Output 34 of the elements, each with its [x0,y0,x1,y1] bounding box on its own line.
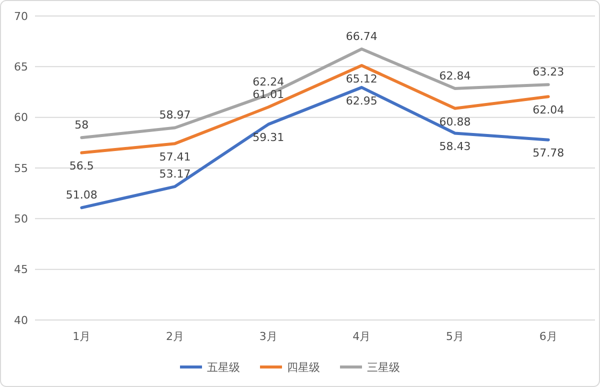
y-tick-label: 50 [14,212,28,226]
legend-label: 四星级 [287,360,320,374]
data-label: 57.78 [532,146,564,160]
data-label: 65.12 [346,72,378,86]
x-tick-label: 3月 [259,330,278,343]
data-label: 62.84 [439,69,471,82]
data-label: 56.5 [69,160,94,173]
y-tick-label: 70 [14,10,28,23]
data-label: 59.31 [252,131,284,144]
x-tick-label: 5月 [446,330,464,343]
x-tick-label: 1月 [72,330,91,343]
data-label: 60.88 [439,115,471,128]
data-label: 66.74 [346,30,378,43]
data-label: 62.24 [252,75,284,88]
legend-label: 三星级 [367,360,400,374]
x-tick-label: 4月 [352,330,371,343]
y-tick-label: 55 [14,162,28,175]
data-label: 63.23 [532,65,564,78]
data-label: 62.95 [346,94,378,108]
data-label: 61.01 [252,88,284,101]
data-label: 58.97 [159,108,191,122]
legend-label: 五星级 [207,360,240,374]
y-tick-label: 45 [14,263,28,276]
x-tick-label: 2月 [166,330,184,343]
data-label: 58.43 [439,140,471,154]
data-label: 51.08 [66,188,98,202]
y-tick-label: 60 [14,111,28,124]
data-label: 57.41 [159,150,191,164]
x-tick-label: 6月 [539,330,558,343]
data-label: 58 [74,118,89,132]
data-label: 53.17 [159,167,191,180]
data-label: 62.04 [532,104,564,117]
y-tick-label: 40 [14,314,28,327]
y-tick-label: 65 [14,60,28,74]
